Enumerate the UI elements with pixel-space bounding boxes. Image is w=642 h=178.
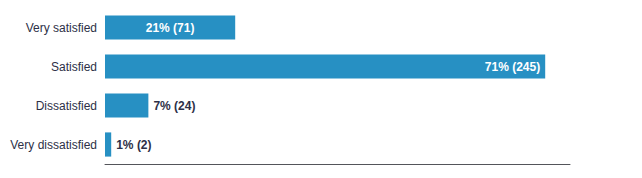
svg-text:Dissatisfied: Dissatisfied	[36, 99, 97, 113]
svg-text:Very satisfied: Very satisfied	[26, 21, 97, 35]
svg-text:71% (245): 71% (245)	[485, 60, 540, 74]
svg-text:1% (2): 1% (2)	[116, 138, 151, 152]
svg-text:Satisfied: Satisfied	[51, 60, 97, 74]
svg-text:7% (24): 7% (24)	[153, 99, 195, 113]
svg-text:21% (71): 21% (71)	[146, 21, 195, 35]
svg-text:Very dissatisfied: Very dissatisfied	[10, 138, 97, 152]
